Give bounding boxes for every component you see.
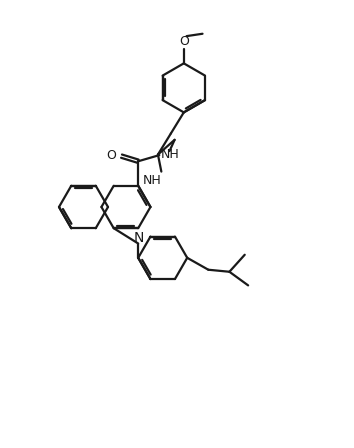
Text: NH: NH <box>142 174 161 187</box>
Text: O: O <box>179 34 189 47</box>
Text: N: N <box>134 231 144 245</box>
Text: NH: NH <box>161 148 179 161</box>
Text: O: O <box>106 149 116 162</box>
